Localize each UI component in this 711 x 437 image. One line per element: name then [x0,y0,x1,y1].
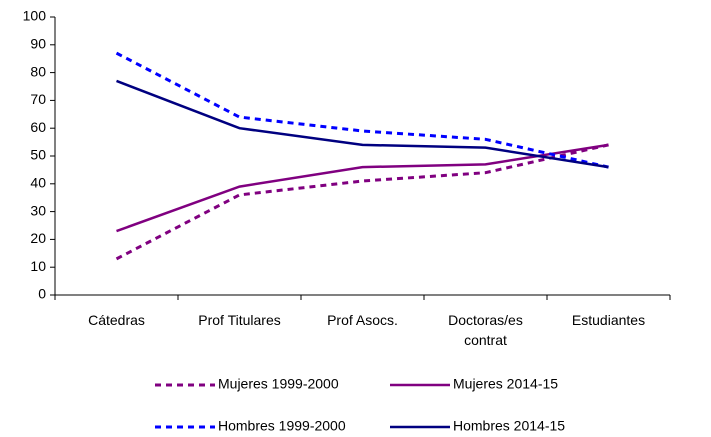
legend-label: Mujeres 1999-2000 [218,376,339,392]
y-tick-label: 80 [30,63,46,79]
legend-label: Mujeres 2014-15 [453,376,558,392]
y-tick-label: 20 [30,230,46,246]
series-line [115,51,609,169]
legend-label: Hombres 2014-15 [453,418,565,434]
x-tick-label: Prof Asocs. [327,312,398,328]
x-tick-label: Estudiantes [571,312,646,328]
series-line [116,79,609,169]
y-tick-label: 10 [30,258,46,274]
y-tick-label: 30 [30,202,46,218]
series-line [116,143,609,233]
y-tick-label: 50 [30,147,46,163]
legend-label: Hombres 1999-2000 [218,418,346,434]
x-tick-label: Doctoras/es contrat [448,312,523,348]
y-tick-label: 90 [30,36,46,52]
y-tick-label: 70 [30,91,46,107]
y-tick-label: 100 [23,8,47,24]
x-tick-label: Cátedras [88,312,145,328]
y-tick-label: 60 [30,119,46,135]
y-tick-label: 0 [38,286,46,302]
y-tick-label: 40 [30,175,46,191]
series-line [115,143,609,261]
x-tick-label: Prof Titulares [198,312,281,328]
